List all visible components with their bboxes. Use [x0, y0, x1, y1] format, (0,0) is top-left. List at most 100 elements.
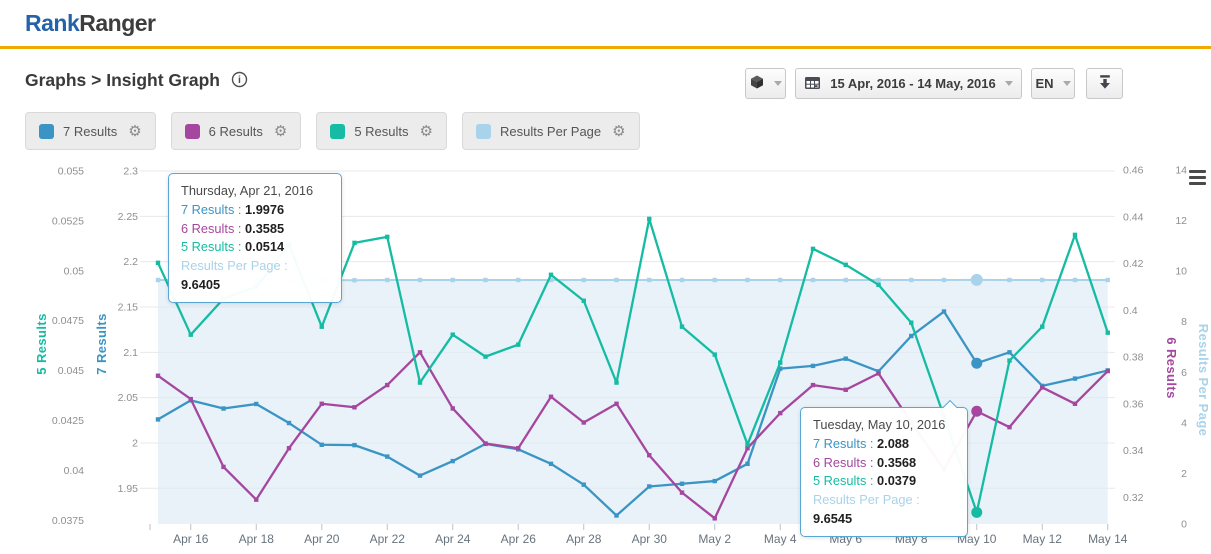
svg-text:Apr 20: Apr 20	[304, 532, 340, 546]
svg-text:May 14: May 14	[1088, 532, 1128, 546]
report-type-button[interactable]	[745, 68, 786, 99]
calendar-icon	[804, 75, 821, 93]
svg-text:14: 14	[1175, 165, 1187, 177]
svg-text:Apr 30: Apr 30	[632, 532, 668, 546]
axis-yrpp: 14 12 10 8 6 4 2 0 Results Per Page	[1175, 165, 1211, 531]
svg-text:0.045: 0.045	[58, 365, 84, 377]
svg-text:10: 10	[1175, 266, 1187, 278]
svg-text:8: 8	[1181, 316, 1187, 328]
date-range-picker[interactable]: 15 Apr, 2016 - 14 May, 2016	[795, 68, 1022, 99]
app-header: RankRanger	[0, 0, 1211, 46]
series-swatch-6-results	[185, 124, 200, 139]
svg-text:0.44: 0.44	[1123, 211, 1144, 223]
settings-gear-icon[interactable]: ⚙	[420, 124, 433, 139]
svg-text:0.05: 0.05	[64, 265, 85, 277]
axis-title-y5: 5 Results	[34, 313, 49, 374]
legend-item-5-results[interactable]: 5 Results ⚙	[316, 112, 447, 150]
rankranger-logo[interactable]: RankRanger	[25, 10, 156, 37]
svg-text:0.34: 0.34	[1123, 445, 1144, 457]
date-range-value: 15 Apr, 2016 - 14 May, 2016	[830, 76, 996, 91]
svg-text:0.46: 0.46	[1123, 165, 1144, 177]
chart-menu-icon[interactable]	[1189, 170, 1207, 187]
svg-text:2.15: 2.15	[118, 301, 139, 313]
tooltip-row: Results Per Page : 9.6545	[813, 491, 955, 529]
svg-text:2.1: 2.1	[123, 347, 138, 359]
tooltip-row: 7 Results : 1.9976	[181, 201, 329, 220]
svg-text:2.3: 2.3	[123, 166, 138, 178]
tooltip-row: 5 Results : 0.0514	[181, 238, 329, 257]
chart-tooltip-may10: Tuesday, May 10, 2016 7 Results : 2.088 …	[800, 407, 968, 537]
svg-text:0.0525: 0.0525	[52, 215, 84, 227]
tooltip-row: 5 Results : 0.0379	[813, 472, 955, 491]
info-icon[interactable]: i	[231, 71, 248, 93]
series-swatch-7-results	[39, 124, 54, 139]
svg-text:0.32: 0.32	[1123, 492, 1144, 504]
chart-legend: 7 Results ⚙ 6 Results ⚙ 5 Results ⚙ Resu…	[25, 112, 640, 150]
legend-item-results-per-page[interactable]: Results Per Page ⚙	[462, 112, 640, 150]
svg-text:Apr 22: Apr 22	[370, 532, 406, 546]
tooltip-date: Tuesday, May 10, 2016	[813, 416, 955, 435]
series-swatch-5-results	[330, 124, 345, 139]
svg-text:1.95: 1.95	[118, 483, 139, 495]
svg-text:2.05: 2.05	[118, 392, 139, 404]
page-title: Graphs > Insight Graph	[25, 70, 220, 90]
tooltip-date: Thursday, Apr 21, 2016	[181, 182, 329, 201]
legend-label: 6 Results	[209, 124, 263, 139]
download-button[interactable]	[1086, 68, 1123, 99]
language-selector[interactable]: EN	[1031, 68, 1075, 99]
axis-y6: 0.46 0.44 0.42 0.4 0.38 0.36 0.34 0.32 6 Results	[1123, 165, 1179, 504]
axis-title-y7: 7 Results	[94, 313, 109, 374]
logo-secondary: Ranger	[79, 10, 155, 36]
svg-text:2: 2	[1181, 468, 1187, 480]
legend-item-6-results[interactable]: 6 Results ⚙	[171, 112, 302, 150]
chart-tooltip-apr21: Thursday, Apr 21, 2016 7 Results : 1.997…	[168, 173, 342, 303]
header-divider	[0, 46, 1211, 49]
settings-gear-icon[interactable]: ⚙	[274, 124, 287, 139]
svg-text:0.42: 0.42	[1123, 258, 1144, 270]
tooltip-row: 6 Results : 0.3568	[813, 454, 955, 473]
svg-text:0.055: 0.055	[58, 166, 84, 178]
svg-text:6: 6	[1181, 367, 1187, 379]
settings-gear-icon[interactable]: ⚙	[612, 124, 625, 139]
legend-item-7-results[interactable]: 7 Results ⚙	[25, 112, 156, 150]
axis-title-y6: 6 Results	[1164, 337, 1179, 398]
svg-text:4: 4	[1181, 417, 1187, 429]
chevron-down-icon	[1063, 81, 1071, 86]
svg-text:0.36: 0.36	[1123, 398, 1144, 410]
settings-gear-icon[interactable]: ⚙	[128, 124, 141, 139]
axis-y5: 0.0550.05250.050.04750.0450.04250.040.03…	[34, 166, 84, 527]
axis-title-yrpp: Results Per Page	[1196, 324, 1211, 437]
legend-label: 7 Results	[63, 124, 117, 139]
svg-text:May 12: May 12	[1023, 532, 1063, 546]
download-icon	[1097, 74, 1113, 93]
svg-text:0.4: 0.4	[1123, 305, 1138, 317]
chevron-down-icon	[1005, 81, 1013, 86]
language-value: EN	[1035, 76, 1053, 91]
legend-label: Results Per Page	[500, 124, 601, 139]
svg-text:0.0425: 0.0425	[52, 415, 84, 427]
svg-text:0: 0	[1181, 519, 1187, 531]
svg-text:2.2: 2.2	[123, 256, 138, 268]
svg-text:i: i	[238, 74, 241, 86]
svg-text:May 2: May 2	[698, 532, 731, 546]
svg-text:12: 12	[1175, 215, 1187, 227]
svg-text:Apr 16: Apr 16	[173, 532, 209, 546]
legend-label: 5 Results	[354, 124, 408, 139]
breadcrumb: Graphs > Insight Graph i	[25, 70, 248, 93]
cube-icon	[749, 74, 765, 93]
svg-text:Apr 28: Apr 28	[566, 532, 602, 546]
series-swatch-results-per-page	[476, 124, 491, 139]
svg-text:Apr 18: Apr 18	[239, 532, 275, 546]
tooltip-row: Results Per Page : 9.6405	[181, 257, 329, 295]
svg-text:May 4: May 4	[764, 532, 797, 546]
svg-text:0.0475: 0.0475	[52, 315, 84, 327]
tooltip-row: 6 Results : 0.3585	[181, 220, 329, 239]
svg-text:0.38: 0.38	[1123, 352, 1144, 364]
logo-primary: Rank	[25, 10, 79, 36]
svg-text:2.25: 2.25	[118, 211, 139, 223]
svg-text:Apr 26: Apr 26	[501, 532, 537, 546]
tooltip-row: 7 Results : 2.088	[813, 435, 955, 454]
